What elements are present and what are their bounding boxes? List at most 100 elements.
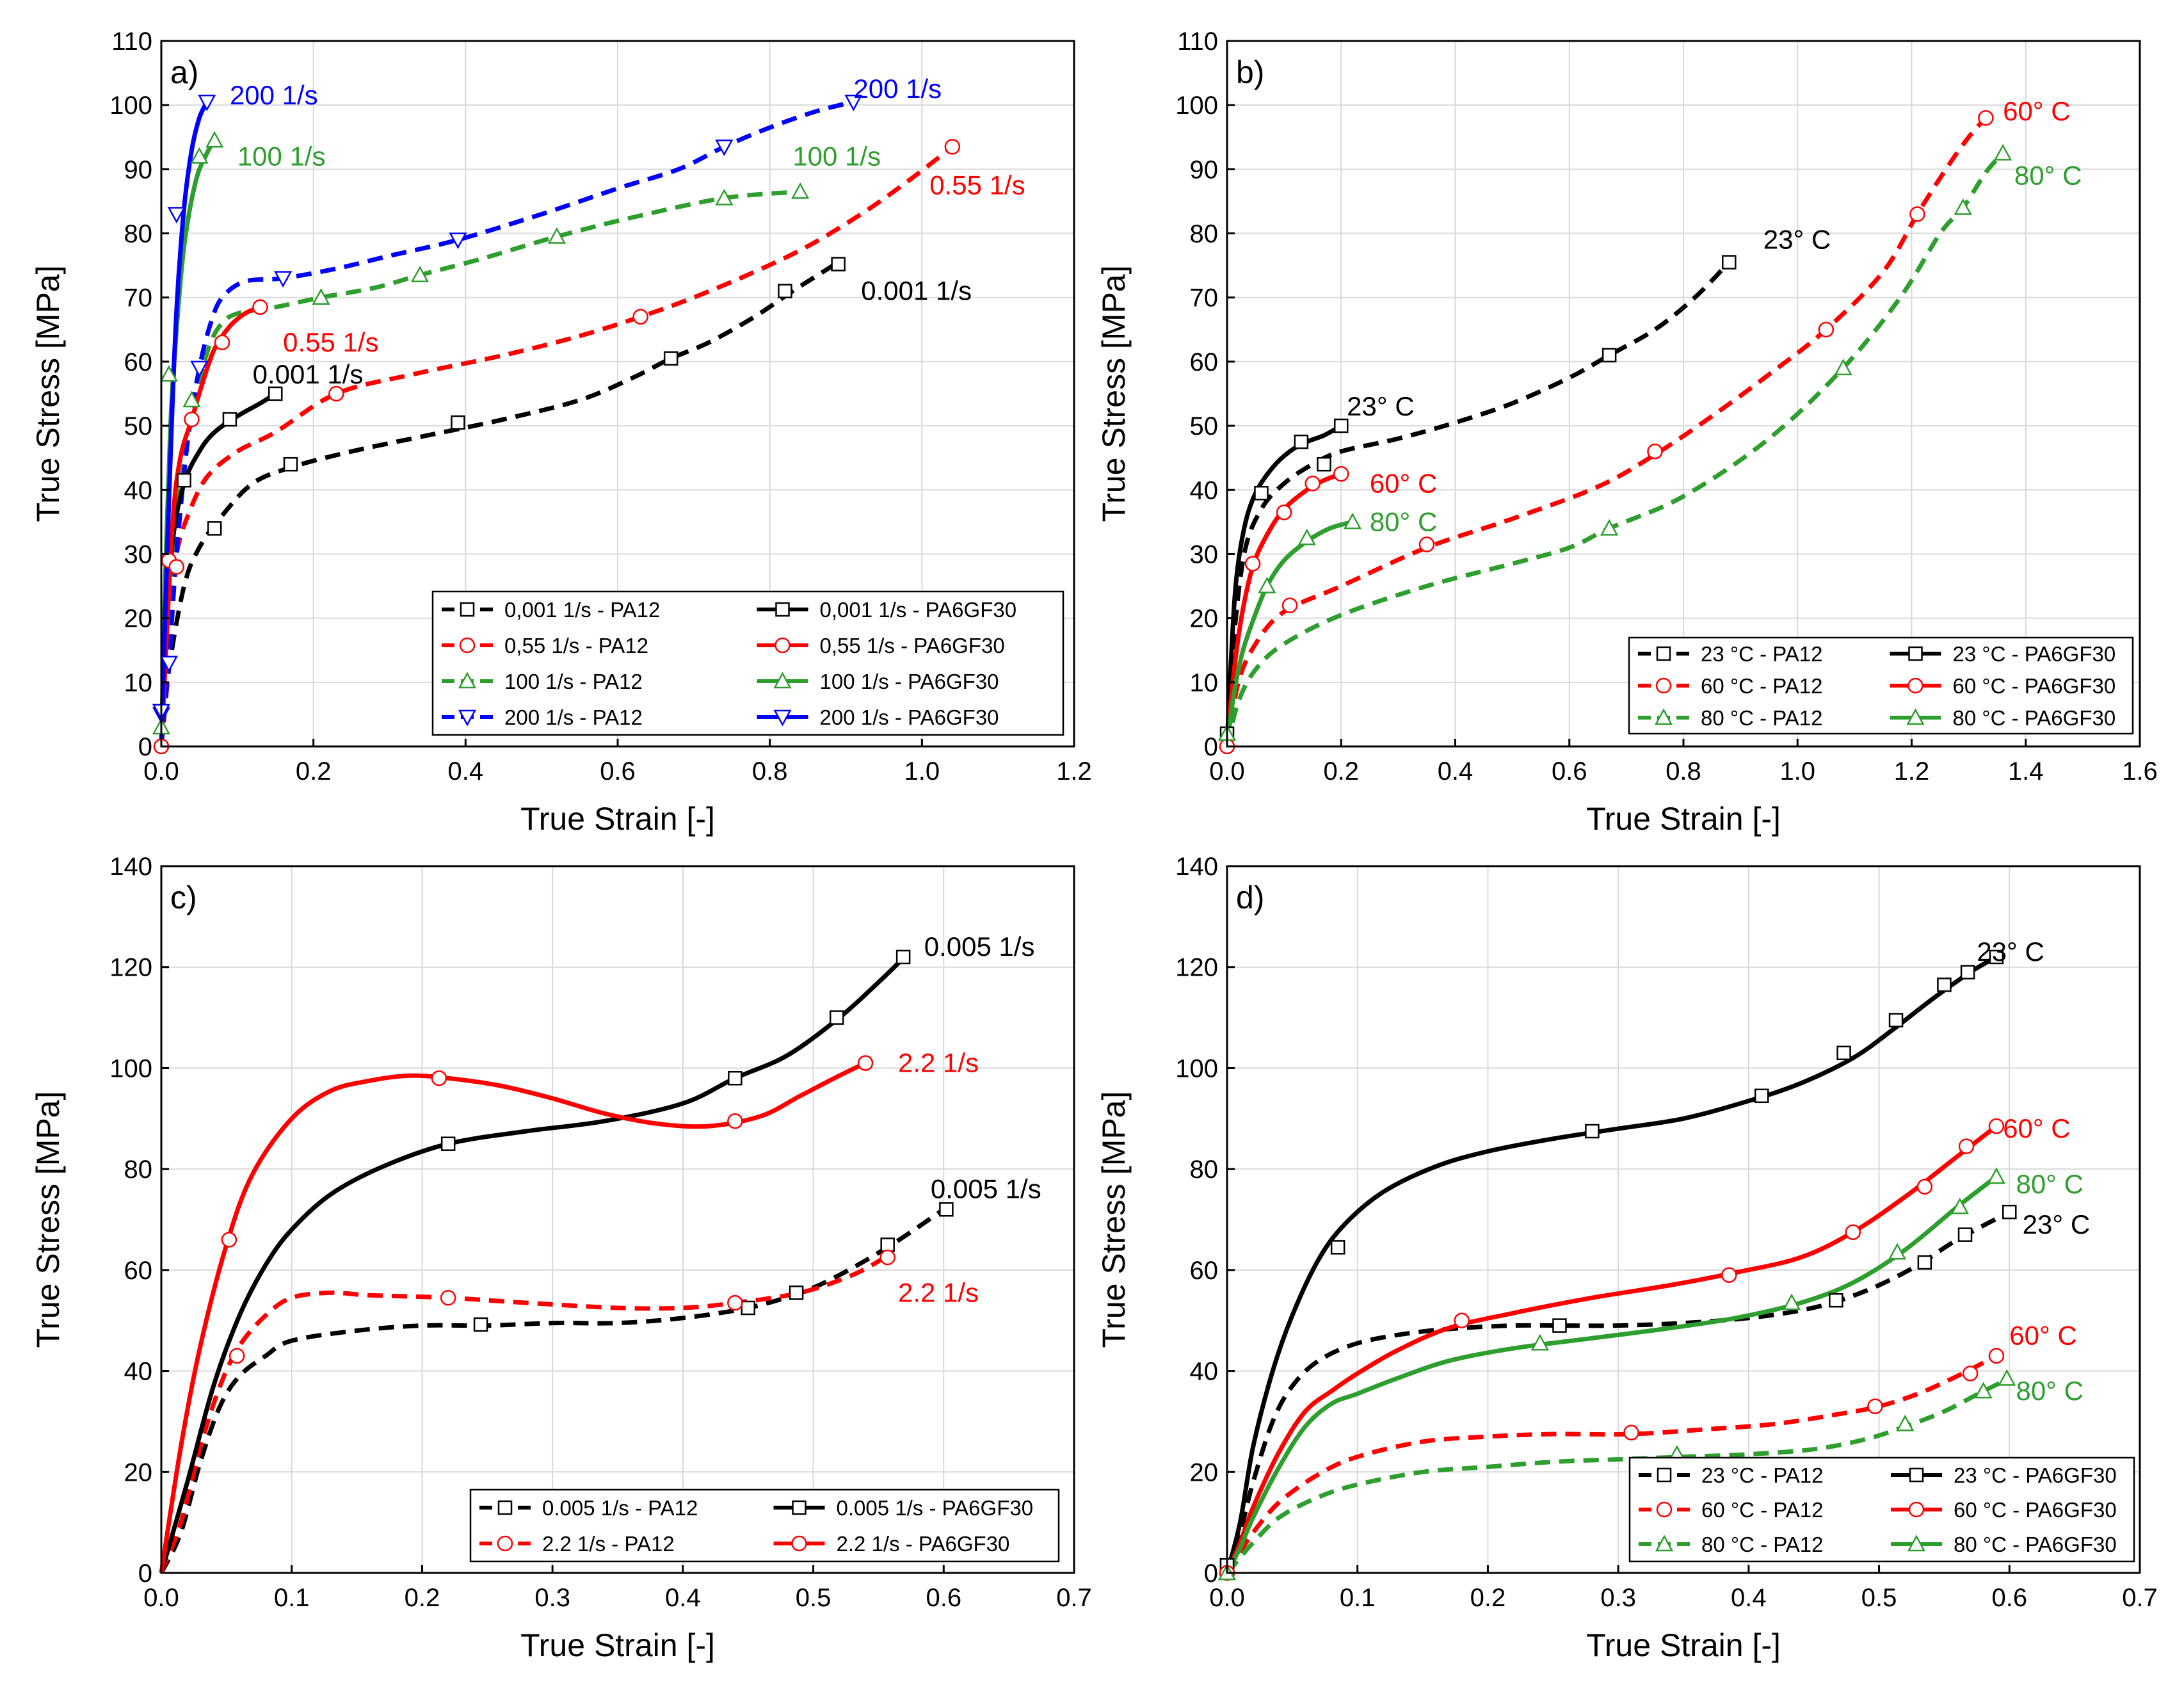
- y-tick-label: 40: [124, 1358, 153, 1386]
- legend-swatch-marker: [1908, 1501, 1925, 1518]
- data-point: [1305, 476, 1321, 492]
- y-tick-label: 100: [1175, 92, 1218, 120]
- curve-annotation: 0.55 1/s: [929, 170, 1025, 200]
- curve-annotation: 200 1/s: [853, 74, 942, 104]
- legend-entry-label: 80 °C - PA12: [1701, 706, 1823, 730]
- series-line-3: [1224, 955, 1998, 1574]
- legend-swatch-marker: [1655, 1535, 1674, 1552]
- data-point: [1585, 1124, 1600, 1139]
- curve-annotation: 23° C: [1347, 391, 1415, 421]
- series-line-1: [159, 1255, 887, 1574]
- x-tick-label: 0.2: [1470, 1584, 1506, 1612]
- data-point: [190, 147, 209, 164]
- data-point: [2002, 1204, 2017, 1220]
- y-tick-label: 110: [1177, 28, 1218, 56]
- data-point: [944, 139, 961, 155]
- data-point: [312, 288, 330, 305]
- panel-c: 0.0 0.1 0.2 0.3 0.4 0.5 0.6 0.7 0 20 40 60 80 100 120 1…: [30, 853, 1092, 1663]
- legend-entry-label: 23 °C - PA6GF30: [1954, 1463, 2117, 1487]
- curve-annotation: 0.005 1/s: [924, 931, 1035, 962]
- x-axis-label: True Strain [-]: [520, 1627, 715, 1663]
- data-point: [1867, 1398, 1883, 1415]
- curve-annotation: 23° C: [1977, 937, 2044, 967]
- y-tick-label: 20: [1190, 605, 1219, 633]
- y-tick-label: 60: [124, 1257, 153, 1285]
- y-tick-label: 0: [1204, 733, 1218, 761]
- data-point: [895, 949, 911, 965]
- data-point: [1254, 486, 1269, 501]
- legend-swatch-marker: [791, 1535, 807, 1552]
- data-point: [1552, 1318, 1567, 1333]
- curve-annotation: 100 1/s: [792, 141, 881, 171]
- x-tick-label: 1.2: [1056, 757, 1092, 786]
- data-point: [879, 1249, 895, 1266]
- data-point: [1244, 556, 1261, 572]
- data-point: [1343, 512, 1362, 529]
- data-point: [789, 1285, 804, 1300]
- plot-area: [161, 866, 1074, 1573]
- data-point: [410, 266, 430, 282]
- legend-swatch-marker: [1908, 646, 1923, 661]
- legend-swatch-marker: [497, 1500, 513, 1515]
- curve-annotation: 0.001 1/s: [253, 359, 364, 389]
- series-line-1: [159, 145, 954, 747]
- data-point: [1281, 597, 1298, 613]
- x-tick-label: 0.8: [1666, 757, 1701, 786]
- y-tick-label: 140: [1175, 853, 1218, 881]
- series-line-3: [159, 1061, 867, 1574]
- data-point: [1888, 1243, 1907, 1260]
- x-axis-label: True Strain [-]: [1586, 1627, 1781, 1663]
- y-tick-label: 80: [1190, 1156, 1219, 1184]
- data-point: [1957, 1227, 1973, 1242]
- curve-annotation: 2.2 1/s: [898, 1048, 979, 1078]
- panel-label: b): [1236, 54, 1264, 90]
- data-point: [1276, 504, 1292, 520]
- legend-swatch-marker: [1654, 708, 1673, 725]
- y-tick-label: 0: [138, 1559, 152, 1588]
- y-tick-label: 120: [1175, 954, 1218, 982]
- data-point: [727, 1294, 743, 1311]
- data-point: [741, 1300, 755, 1316]
- x-tick-label: 0.0: [1209, 1584, 1245, 1612]
- data-point: [1917, 1255, 1932, 1270]
- data-point: [268, 386, 283, 401]
- data-point: [440, 1289, 456, 1306]
- curve-annotation: 60° C: [2009, 1320, 2077, 1350]
- curve-annotation: 60° C: [2003, 1113, 2071, 1143]
- data-point: [1962, 1366, 1979, 1382]
- data-point: [1834, 359, 1852, 376]
- data-point: [1993, 143, 2012, 161]
- data-point: [1950, 1197, 1969, 1214]
- data-point: [1722, 255, 1737, 270]
- x-tick-label: 0.6: [1991, 1584, 2027, 1612]
- x-tick-label: 0.6: [926, 1584, 961, 1612]
- legend-entry-label: 23 °C - PA12: [1701, 1463, 1824, 1487]
- series-line-0: [1224, 261, 1731, 747]
- curve-annotation: 200 1/s: [230, 80, 318, 110]
- legend-swatch-marker: [1907, 1535, 1926, 1552]
- curve-annotation: 23° C: [2023, 1209, 2091, 1239]
- x-tick-label: 0.4: [665, 1584, 701, 1612]
- data-point: [1978, 109, 1994, 126]
- y-tick-label: 40: [124, 476, 153, 504]
- data-point: [1987, 1167, 2006, 1184]
- legend-swatch-marker: [792, 1500, 807, 1515]
- data-point: [1294, 434, 1309, 449]
- legend-swatch-marker: [775, 602, 790, 617]
- legend-swatch-marker: [458, 709, 477, 727]
- data-point: [1602, 348, 1617, 363]
- data-point: [1916, 1179, 1933, 1195]
- data-point: [1297, 528, 1316, 545]
- legend-swatch-marker: [1657, 1467, 1672, 1483]
- x-tick-label: 0.0: [143, 757, 179, 786]
- legend-swatch-marker: [1909, 1467, 1924, 1483]
- y-tick-label: 90: [1190, 156, 1219, 184]
- legend-entry-label: 0,001 1/s - PA6GF30: [820, 598, 1017, 622]
- y-tick-label: 40: [1190, 476, 1219, 504]
- data-point: [880, 1237, 895, 1252]
- data-point: [1623, 1424, 1639, 1441]
- curve-annotation: 80° C: [2014, 160, 2082, 190]
- x-tick-label: 1.0: [904, 757, 940, 786]
- panel-label: a): [170, 54, 198, 90]
